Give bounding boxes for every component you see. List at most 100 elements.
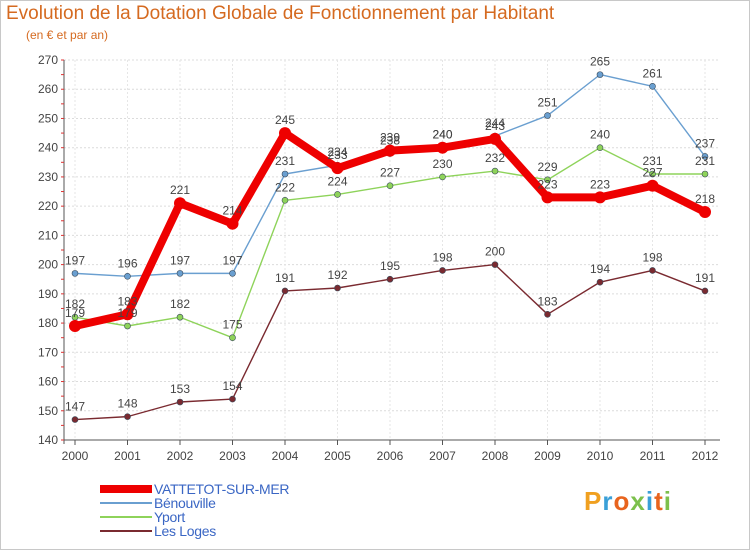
data-point-les-loges [386, 275, 394, 283]
data-point-yport [596, 144, 604, 151]
x-tick-label: 2011 [640, 449, 666, 463]
data-label-benouville: 261 [642, 66, 662, 80]
data-label-benouville: 231 [275, 154, 295, 168]
data-point-vattetot-sur-mer [69, 320, 81, 332]
data-point-vattetot-sur-mer [226, 217, 239, 230]
data-point-les-loges [491, 261, 499, 268]
data-point-les-loges [281, 287, 289, 295]
data-label-benouville: 240 [432, 128, 452, 142]
data-label-benouville: 234 [327, 145, 347, 159]
data-label-vattetot-sur-mer: 233 [327, 148, 347, 162]
data-label-benouville: 197 [222, 253, 242, 267]
data-point-benouville [229, 270, 236, 277]
data-point-vattetot-sur-mer [594, 191, 606, 204]
chart-title: Evolution de la Dotation Globale de Fonc… [6, 3, 555, 24]
data-label-les-loges: 153 [170, 382, 190, 396]
data-label-benouville: 244 [485, 116, 505, 130]
x-tick-label: 2007 [429, 449, 456, 463]
proxiti-logo: Proxiti [584, 486, 672, 516]
data-point-les-loges [334, 284, 341, 292]
data-point-benouville [649, 83, 656, 90]
data-point-yport [701, 170, 709, 178]
data-label-les-loges: 194 [590, 262, 610, 276]
y-tick-label: 220 [38, 199, 58, 213]
data-point-vattetot-sur-mer [436, 141, 449, 154]
data-label-les-loges: 198 [432, 250, 452, 264]
y-tick-label: 250 [38, 111, 58, 125]
data-point-benouville [71, 270, 79, 277]
y-tick-label: 150 [38, 404, 58, 418]
data-label-benouville: 265 [590, 55, 610, 69]
legend-label: Bénouville [154, 495, 216, 511]
data-label-vattetot-sur-mer: 183 [117, 294, 137, 308]
data-point-yport [334, 191, 341, 198]
data-point-les-loges [176, 398, 184, 406]
data-label-les-loges: 147 [65, 400, 85, 414]
y-tick-label: 180 [38, 316, 58, 330]
data-point-yport [491, 167, 499, 175]
data-label-vattetot-sur-mer: 179 [65, 306, 85, 320]
y-tick-label: 260 [38, 82, 58, 96]
x-tick-label: 2004 [272, 449, 299, 463]
data-label-vattetot-sur-mer: 243 [485, 119, 505, 133]
data-label-benouville: 196 [117, 256, 137, 270]
x-tick-label: 2012 [692, 449, 719, 463]
data-label-vattetot-sur-mer: 227 [642, 166, 662, 180]
data-point-yport [229, 334, 236, 341]
x-tick-label: 2001 [114, 449, 141, 463]
data-label-yport: 229 [537, 160, 557, 174]
x-tick-label: 2002 [167, 449, 194, 463]
x-tick-label: 2005 [324, 449, 351, 463]
data-label-les-loges: 183 [537, 294, 557, 308]
data-label-yport: 175 [222, 318, 242, 332]
y-tick-label: 140 [38, 433, 58, 447]
data-point-les-loges [229, 395, 236, 403]
data-label-vattetot-sur-mer: 239 [380, 131, 400, 145]
data-point-les-loges [544, 311, 551, 318]
data-point-benouville [596, 71, 604, 78]
data-point-vattetot-sur-mer [279, 127, 291, 140]
data-point-yport [649, 170, 656, 178]
data-label-les-loges: 148 [117, 397, 137, 411]
data-point-les-loges [439, 267, 446, 274]
data-label-yport: 182 [170, 297, 190, 311]
y-tick-label: 170 [38, 345, 58, 359]
y-tick-label: 240 [38, 141, 58, 155]
data-point-vattetot-sur-mer [384, 144, 396, 157]
data-label-benouville: 237 [695, 136, 715, 150]
chart-subtitle: (en € et par an) [26, 28, 109, 42]
data-label-les-loges: 195 [380, 259, 400, 273]
data-point-benouville [281, 170, 289, 178]
data-label-yport: 179 [117, 306, 137, 320]
x-tick-label: 2000 [62, 449, 89, 463]
y-tick-label: 230 [38, 170, 58, 184]
data-label-vattetot-sur-mer: 223 [590, 177, 610, 191]
data-label-yport: 230 [432, 157, 452, 171]
data-label-yport: 224 [327, 174, 347, 188]
data-point-les-loges [124, 413, 131, 420]
x-tick-label: 2008 [482, 449, 509, 463]
data-point-vattetot-sur-mer [121, 308, 134, 321]
data-label-vattetot-sur-mer: 223 [537, 177, 557, 191]
data-point-les-loges [596, 278, 604, 286]
data-point-yport [439, 173, 446, 181]
data-point-benouville [124, 273, 131, 280]
data-point-vattetot-sur-mer [646, 179, 659, 192]
data-point-les-loges [71, 416, 79, 423]
data-label-yport: 231 [642, 154, 662, 168]
data-point-vattetot-sur-mer [331, 162, 344, 175]
data-label-les-loges: 192 [327, 268, 347, 282]
x-tick-label: 2003 [219, 449, 246, 463]
data-label-vattetot-sur-mer: 214 [222, 204, 242, 218]
data-point-benouville [544, 112, 551, 119]
data-point-yport [124, 322, 131, 330]
data-point-vattetot-sur-mer [489, 132, 501, 145]
legend-swatch [100, 516, 152, 518]
data-label-les-loges: 198 [642, 250, 662, 264]
legend-label: Yport [154, 509, 185, 525]
y-tick-label: 210 [38, 228, 58, 242]
data-point-yport [386, 182, 394, 189]
x-tick-label: 2009 [534, 449, 561, 463]
data-label-benouville: 197 [65, 253, 85, 267]
